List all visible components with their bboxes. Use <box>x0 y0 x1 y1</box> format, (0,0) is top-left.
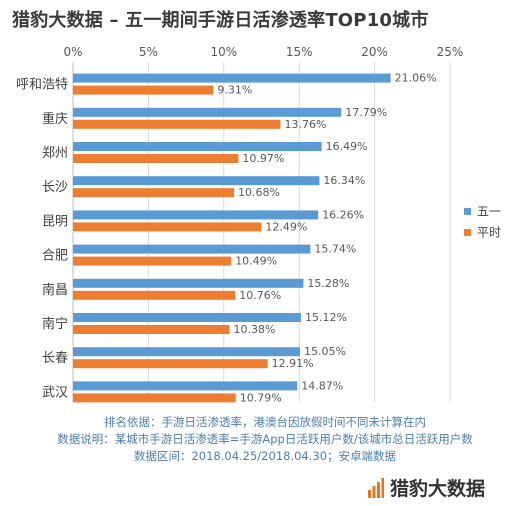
data-label: 12.49% <box>265 220 307 233</box>
data-label: 15.05% <box>304 345 346 358</box>
legend-swatch <box>464 208 471 215</box>
legend-label: 平时 <box>477 226 501 240</box>
category-label: 长春 <box>42 351 68 366</box>
legend-label: 五一 <box>477 205 501 219</box>
category-label: 呼和浩特 <box>16 78 68 93</box>
data-label: 13.76% <box>285 118 327 131</box>
bar-logo-icon <box>368 477 384 498</box>
bar-pingshi <box>73 325 230 334</box>
bar-wuyi <box>73 347 300 357</box>
data-label: 10.49% <box>235 255 277 268</box>
data-label: 21.06% <box>395 72 437 85</box>
bar-pingshi <box>73 154 239 163</box>
bar-wuyi <box>73 244 311 254</box>
data-label: 16.34% <box>323 174 365 187</box>
bar-wuyi <box>73 142 322 151</box>
data-label: 9.31% <box>217 84 252 97</box>
category-label: 郑州 <box>42 146 68 161</box>
legend-swatch <box>464 229 471 236</box>
bar-pingshi <box>73 393 236 403</box>
bar-pingshi <box>73 222 262 232</box>
bar-wuyi <box>73 313 302 322</box>
category-label: 重庆 <box>42 111 68 127</box>
bar-wuyi <box>73 107 342 117</box>
bar-pingshi <box>73 188 235 198</box>
data-label: 10.38% <box>234 323 276 336</box>
brand-name: 猎豹大数据 <box>390 478 486 500</box>
data-label: 10.68% <box>238 186 280 199</box>
bar-pingshi <box>73 85 214 95</box>
bar-pingshi <box>73 290 236 300</box>
data-label: 15.28% <box>307 277 349 290</box>
category-label: 合肥 <box>42 249 68 264</box>
category-label: 昆明 <box>42 214 68 229</box>
bar-wuyi <box>73 278 304 288</box>
x-tick-label: 25% <box>437 45 464 59</box>
x-tick-label: 10% <box>210 45 237 59</box>
category-label: 南宁 <box>42 316 68 332</box>
bar-wuyi <box>73 381 298 391</box>
data-label: 10.79% <box>240 391 282 404</box>
data-label: 10.97% <box>242 152 284 165</box>
bar-pingshi <box>73 256 232 266</box>
data-label: 16.26% <box>322 208 364 221</box>
bar-wuyi <box>73 210 319 220</box>
x-tick-label: 5% <box>139 45 158 59</box>
note-definition: 数据说明：某城市手游日活渗透率=手游App日活跃用户数/该城市总日活跃用户数 <box>57 432 473 446</box>
data-label: 10.76% <box>239 289 281 302</box>
x-tick-label: 15% <box>286 45 313 59</box>
data-label: 17.79% <box>345 106 387 119</box>
chart-title: 猎豹大数据 – 五一期间手游日活渗透率TOP10城市 <box>12 10 429 31</box>
data-label: 16.49% <box>326 140 368 153</box>
data-label: 15.74% <box>314 243 356 256</box>
bar-pingshi <box>73 119 281 129</box>
note-date-range: 数据区间：2018.04.25/2018.04.30；安卓端数据 <box>133 449 397 463</box>
data-label: 14.87% <box>301 379 343 392</box>
bar-wuyi <box>73 73 391 83</box>
bar-wuyi <box>73 176 320 186</box>
data-label: 15.12% <box>305 311 347 324</box>
data-label: 12.91% <box>272 357 314 370</box>
x-tick-label: 0% <box>63 45 82 59</box>
bar-pingshi <box>73 359 268 369</box>
category-label: 武汉 <box>42 385 68 400</box>
category-label: 长沙 <box>42 180 68 195</box>
x-tick-label: 20% <box>361 45 388 59</box>
note-ranking: 排名依据：手游日活渗透率，港澳台因放假时间不同未计算在内 <box>104 415 426 429</box>
category-label: 南昌 <box>42 282 68 298</box>
notes: 排名依据：手游日活渗透率，港澳台因放假时间不同未计算在内 数据说明：某城市手游日… <box>0 414 530 465</box>
brand-logo: 猎豹大数据 <box>368 474 485 501</box>
